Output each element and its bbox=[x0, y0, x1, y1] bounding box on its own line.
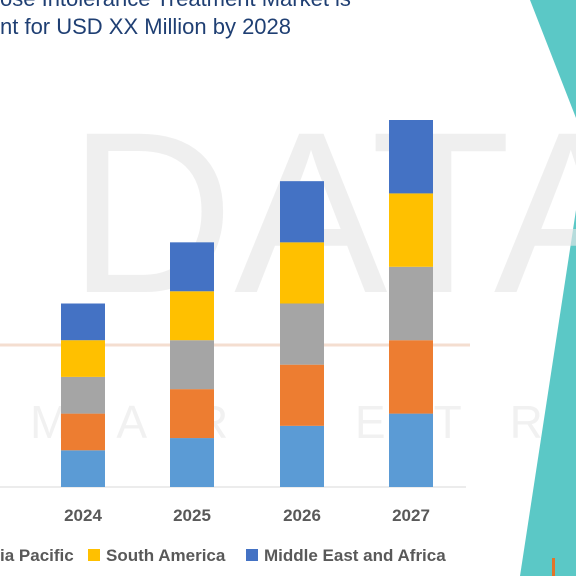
bars-group bbox=[61, 120, 433, 487]
bar-segment-2025-s0 bbox=[170, 438, 214, 487]
bar-segment-2025-s1 bbox=[170, 389, 214, 439]
teal-accent-top bbox=[530, 0, 576, 118]
x-tick-label-2024: 2024 bbox=[64, 506, 102, 525]
x-tick-label-2026: 2026 bbox=[283, 506, 321, 525]
legend-label-0: ia Pacific bbox=[0, 546, 74, 565]
orange-accent bbox=[552, 558, 555, 576]
x-tick-label-2025: 2025 bbox=[173, 506, 211, 525]
chart-title-line-1: ose Intolerance Treatment Market is bbox=[0, 0, 351, 12]
bar-segment-2027-s1 bbox=[389, 340, 433, 414]
bar-segment-2026-s0 bbox=[280, 425, 324, 487]
bar-segment-2024-s3 bbox=[61, 340, 105, 377]
teal-accent-bottom bbox=[520, 210, 576, 576]
legend-swatch-2 bbox=[246, 549, 258, 561]
chart-title-line-2: nt for USD XX Million by 2028 bbox=[0, 14, 292, 39]
bar-segment-2025-s3 bbox=[170, 291, 214, 341]
x-tick-labels: 2024 2025 2026 2027 bbox=[64, 506, 430, 525]
bar-segment-2025-s2 bbox=[170, 340, 214, 390]
bar-segment-2026-s2 bbox=[280, 303, 324, 365]
bar-segment-2027-s3 bbox=[389, 193, 433, 267]
bar-segment-2026-s1 bbox=[280, 364, 324, 426]
legend-swatch-1 bbox=[88, 549, 100, 561]
legend-label-2: Middle East and Africa bbox=[264, 546, 446, 565]
bar-segment-2027-s2 bbox=[389, 266, 433, 341]
bar-segment-2026-s4 bbox=[280, 181, 324, 243]
bar-segment-2027-s4 bbox=[389, 120, 433, 194]
legend: ia Pacific South America Middle East and A… bbox=[0, 546, 446, 565]
x-tick-label-2027: 2027 bbox=[392, 506, 430, 525]
legend-label-1: South America bbox=[106, 546, 226, 565]
bar-segment-2024-s0 bbox=[61, 450, 105, 487]
bar-segment-2025-s4 bbox=[170, 242, 214, 292]
bar-segment-2024-s2 bbox=[61, 376, 105, 414]
bar-segment-2024-s4 bbox=[61, 303, 105, 341]
bar-segment-2027-s0 bbox=[389, 413, 433, 487]
bar-segment-2026-s3 bbox=[280, 242, 324, 304]
bar-segment-2024-s1 bbox=[61, 413, 105, 451]
